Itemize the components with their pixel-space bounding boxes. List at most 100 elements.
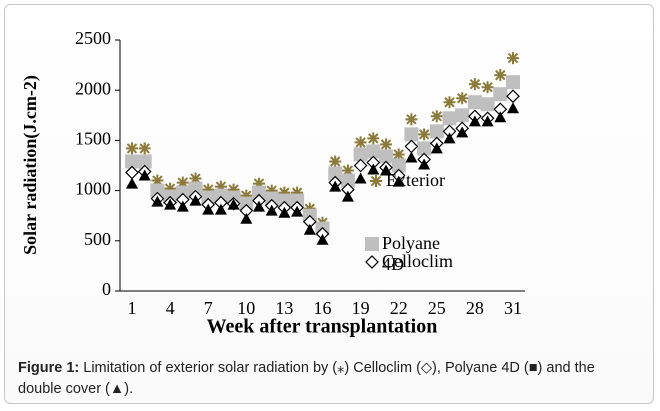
triangle-marker xyxy=(126,177,138,189)
y-axis-label: Solar radiation(J.cm-2) xyxy=(20,75,41,255)
asterisk-marker xyxy=(443,96,456,109)
y-tick-label: 0 xyxy=(102,279,111,299)
square-marker xyxy=(506,75,520,90)
square-marker xyxy=(442,111,457,126)
asterisk-marker xyxy=(291,186,304,199)
legend-label: Celloclim xyxy=(382,251,453,271)
x-tick-label: 10 xyxy=(237,298,255,318)
triangle-marker xyxy=(341,190,354,202)
x-tick-label: 25 xyxy=(428,298,446,318)
caption-label: Figure 1: xyxy=(18,360,80,376)
asterisk-marker xyxy=(456,92,469,105)
triangle-marker xyxy=(481,115,494,127)
y-tick-label: 2500 xyxy=(75,28,111,48)
triangle-marker xyxy=(202,203,215,215)
triangle-marker xyxy=(214,203,227,215)
square-marker xyxy=(213,188,228,203)
triangle-marker xyxy=(151,195,164,207)
asterisk-marker xyxy=(189,172,202,185)
square-marker xyxy=(366,144,381,159)
asterisk-marker xyxy=(507,52,519,65)
legend-label: Exterior xyxy=(386,170,445,190)
diamond-marker xyxy=(404,139,419,154)
asterisk-marker xyxy=(392,148,405,161)
asterisk-marker xyxy=(138,142,151,155)
asterisk-marker xyxy=(468,78,481,91)
square-marker xyxy=(455,108,470,123)
y-tick-label: 2000 xyxy=(75,78,111,98)
asterisk-marker xyxy=(380,138,392,151)
asterisk-marker xyxy=(214,180,227,193)
legend-label: Polyane 4D xyxy=(382,233,440,274)
asterisk-marker xyxy=(278,186,291,199)
asterisk-marker xyxy=(430,110,443,123)
asterisk-marker xyxy=(405,113,418,126)
square-marker xyxy=(290,193,305,208)
asterisk-marker xyxy=(341,164,354,177)
x-axis-label: Week after transplantation xyxy=(207,316,438,338)
square-marker xyxy=(137,154,152,169)
square-marker xyxy=(264,191,279,206)
triangle-marker xyxy=(430,142,443,154)
triangle-marker xyxy=(303,223,316,235)
square-marker xyxy=(150,183,165,198)
x-tick-label: 1 xyxy=(128,298,137,318)
asterisk-marker xyxy=(481,81,494,94)
square-marker xyxy=(239,196,254,211)
asterisk-marker xyxy=(354,136,367,149)
square-marker xyxy=(379,149,393,164)
y-tick-label: 1500 xyxy=(75,129,111,149)
square-marker xyxy=(391,158,406,173)
triangle-marker xyxy=(265,204,278,216)
triangle-marker xyxy=(316,233,329,245)
square-marker xyxy=(201,190,216,205)
square-marker xyxy=(188,181,203,196)
square-marker xyxy=(175,185,190,200)
triangle-marker xyxy=(329,180,342,192)
x-tick-label: 4 xyxy=(166,298,175,318)
triangle-marker xyxy=(380,164,392,176)
x-tick-label: 31 xyxy=(504,298,522,318)
x-tick-label: 28 xyxy=(466,298,484,318)
triangle-marker xyxy=(164,198,177,210)
square-marker xyxy=(353,147,368,162)
triangle-marker xyxy=(138,169,151,181)
asterisk-marker xyxy=(418,128,431,141)
caption: Figure 1: Limitation of exterior solar r… xyxy=(18,358,638,400)
asterisk-marker xyxy=(370,175,382,187)
asterisk-marker xyxy=(253,177,265,190)
triangle-marker xyxy=(291,205,304,217)
triangle-marker xyxy=(507,102,519,114)
triangle-marker xyxy=(494,111,507,123)
triangle-marker xyxy=(240,212,253,224)
square-marker xyxy=(252,185,266,200)
figure-frame xyxy=(4,4,654,404)
triangle-marker xyxy=(354,172,367,184)
triangle-marker xyxy=(418,158,431,170)
square-marker xyxy=(340,173,355,188)
x-tick-label: 16 xyxy=(314,298,332,318)
square-marker xyxy=(277,193,292,208)
diamond-marker xyxy=(353,158,368,173)
asterisk-marker xyxy=(126,142,138,155)
square-marker xyxy=(417,141,432,156)
caption-text: Limitation of exterior solar radiation b… xyxy=(18,360,595,397)
asterisk-marker xyxy=(329,155,342,168)
x-tick-label: 19 xyxy=(352,298,370,318)
square-marker xyxy=(365,237,379,251)
square-marker xyxy=(480,97,495,112)
x-tick-label: 7 xyxy=(204,298,213,318)
square-marker xyxy=(429,124,444,139)
asterisk-marker xyxy=(367,132,380,145)
triangle-marker xyxy=(392,175,405,187)
square-marker xyxy=(404,127,419,142)
square-marker xyxy=(493,87,508,102)
triangle-marker xyxy=(176,200,189,212)
asterisk-marker xyxy=(265,184,278,197)
asterisk-marker xyxy=(176,176,189,189)
asterisk-marker xyxy=(202,183,215,196)
triangle-marker xyxy=(278,206,291,218)
y-tick-label: 1000 xyxy=(75,179,111,199)
